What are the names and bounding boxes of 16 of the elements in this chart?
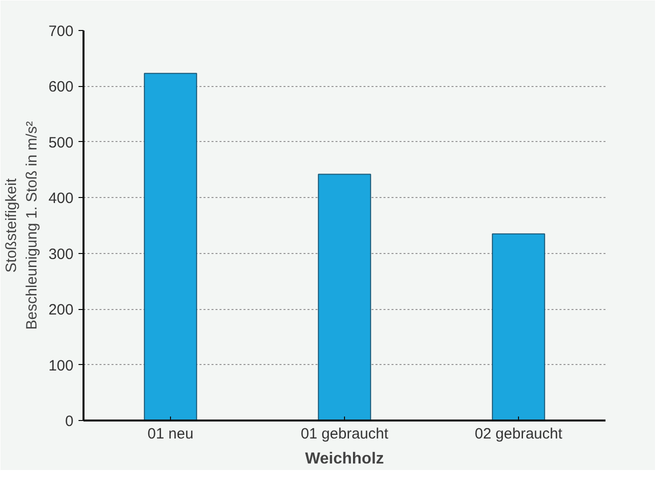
y-tick-label: 200 (48, 302, 74, 319)
x-tick-label: 02 gebraucht (474, 426, 564, 442)
y-tick-label: 600 (48, 78, 74, 96)
bar (492, 233, 546, 420)
x-tick-label: 01 gebraucht (300, 426, 390, 442)
y-tick-label: 100 (48, 357, 74, 374)
x-tick-label: 01 neu (148, 426, 194, 442)
bar (144, 72, 198, 420)
x-axis-title: Weichholz (305, 450, 384, 468)
bar (318, 174, 372, 420)
y-axis-title: Stoßsteifigkeit Beschleunigung 1. Stoß in m/s² (3, 121, 40, 330)
y-tick-label: 700 (48, 23, 74, 40)
y-tick-label: 0 (65, 413, 74, 430)
y-tick-label: 400 (48, 190, 74, 208)
y-tick-label: 500 (48, 134, 74, 152)
y-tick-label: 300 (48, 246, 74, 263)
